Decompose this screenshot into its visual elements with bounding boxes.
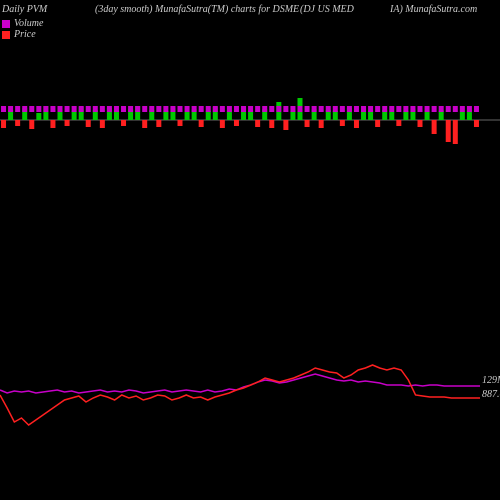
price-value-label: 887.08 (482, 389, 500, 400)
chart-container: Daily PVM (3day smooth) MunafaSutra(TM) … (0, 0, 500, 500)
volume-value-label: 129M (482, 375, 500, 386)
chart-svg (0, 0, 500, 500)
